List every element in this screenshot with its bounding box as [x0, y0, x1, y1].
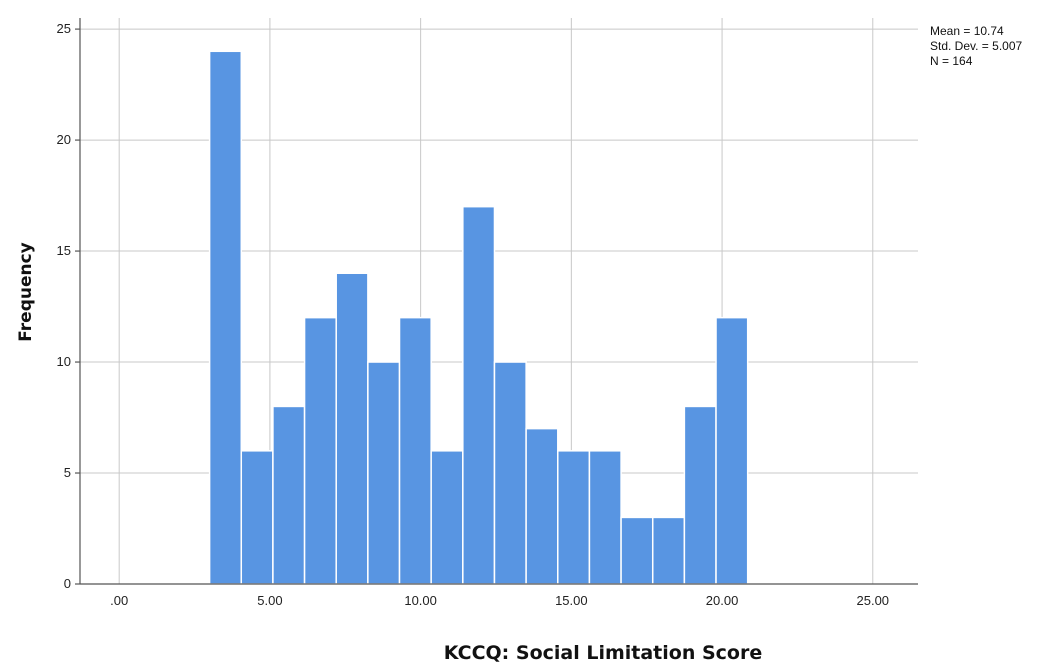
histogram-bar — [303, 316, 337, 585]
histogram-bar — [525, 427, 559, 585]
histogram-bar — [272, 405, 306, 585]
y-tick-label: 25 — [57, 21, 71, 36]
x-tick-label: .00 — [110, 593, 128, 608]
stat-mean: Mean = 10.74 — [930, 24, 1004, 38]
y-tick-label: 5 — [64, 465, 71, 480]
axes — [75, 18, 918, 585]
histogram-bar — [335, 272, 369, 585]
histogram-bars — [208, 50, 749, 585]
histogram-bar — [651, 516, 686, 585]
x-tick-label: 20.00 — [706, 593, 739, 608]
y-tick-label: 15 — [57, 243, 71, 258]
tick-labels: .00 5.00 10.00 15.00 20.00 25.00 0 5 10 15 20 25 — [57, 21, 890, 608]
y-axis-label: Frequency — [16, 242, 36, 342]
y-tick-label: 20 — [57, 132, 71, 147]
histogram-bar — [208, 50, 243, 585]
histogram-bar — [620, 516, 654, 585]
x-tick-label: 25.00 — [857, 593, 890, 608]
histogram-bar — [683, 405, 717, 585]
histogram-bar — [493, 361, 527, 585]
histogram-bar — [430, 450, 464, 585]
stat-n: N = 164 — [930, 54, 973, 68]
histogram-bar — [240, 450, 274, 585]
x-tick-label: 10.00 — [404, 593, 437, 608]
histogram-bar — [462, 205, 496, 585]
histogram-bar — [588, 450, 622, 585]
histogram-bar — [398, 316, 432, 585]
histogram-bar — [367, 361, 401, 585]
histogram-bar — [715, 316, 749, 585]
stat-std-dev: Std. Dev. = 5.007 — [930, 39, 1022, 53]
x-tick-label: 5.00 — [257, 593, 282, 608]
x-tick-label: 15.00 — [555, 593, 588, 608]
histogram-bar — [557, 450, 591, 585]
x-axis-label: KCCQ: Social Limitation Score — [444, 642, 762, 664]
y-tick-label: 0 — [64, 576, 71, 591]
y-tick-label: 10 — [57, 354, 71, 369]
summary-statistics: Mean = 10.74 Std. Dev. = 5.007 N = 164 — [930, 24, 1022, 68]
